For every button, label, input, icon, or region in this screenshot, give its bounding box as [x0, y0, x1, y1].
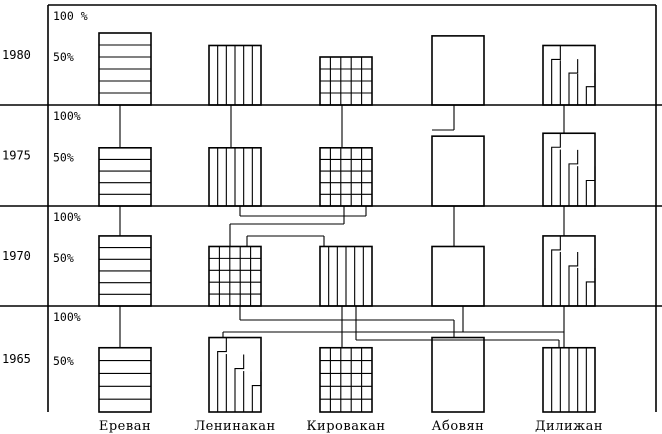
bar-hatch [551, 45, 561, 105]
top-percent-label: 100 % [53, 9, 88, 23]
bar-outline [208, 245, 262, 307]
bar-1970-Абовян [431, 245, 485, 307]
mid-percent-label: 50% [53, 251, 74, 265]
bar-1970-Ленинакан [208, 245, 262, 307]
bar-1980-Ленинакан [208, 44, 262, 106]
bar-outline [431, 35, 485, 106]
bar-hatch [585, 72, 596, 105]
bar-hatch [551, 133, 561, 206]
bar-outline [319, 346, 373, 413]
category-label: Кировакан [307, 419, 386, 434]
bar-hatch [585, 166, 596, 206]
row-year-label: 1975 [2, 149, 31, 163]
connectors [119, 105, 565, 348]
bar-hatch [217, 337, 227, 412]
bar-1975-Абовян [431, 135, 485, 207]
row-year-label: 1970 [2, 249, 31, 263]
bar-hatch [234, 354, 245, 412]
bar-1970-Ереван [98, 235, 152, 307]
bar-1980-Дилижан [542, 44, 596, 106]
bar-outline [431, 245, 485, 307]
bar-1975-Ленинакан [208, 147, 262, 207]
bar-1975-Ереван [98, 147, 152, 207]
category-label: Ленинакан [194, 419, 275, 434]
bar-1980-Абовян [431, 35, 485, 106]
bar-outline [98, 147, 152, 207]
bar-1980-Кировакан [319, 56, 373, 106]
bar-outline [431, 135, 485, 207]
top-percent-label: 100% [53, 109, 81, 123]
bar-1970-Дилижан [542, 235, 596, 307]
bar-hatch [568, 251, 579, 306]
bar-1965-Дилижан [542, 346, 596, 413]
bar-1975-Кировакан [319, 147, 373, 207]
bars [98, 32, 596, 413]
bar-1970-Кировакан [319, 245, 373, 307]
bar-1975-Дилижан [542, 132, 596, 207]
bar-1965-Абовян [431, 336, 485, 413]
bar-outline [98, 346, 152, 413]
labels: 1980 100 % 50% 1975 100% 50% 1970 100% 50% 1965 10… [2, 9, 603, 434]
mid-percent-label: 50% [53, 151, 74, 165]
category-label: Абовян [432, 419, 485, 434]
bar-hatch [568, 59, 579, 105]
category-label: Дилижан [535, 419, 603, 434]
bar-hatch [251, 371, 262, 412]
row-year-label: 1965 [2, 352, 31, 366]
bar-hatch [551, 235, 561, 306]
bar-hatch [568, 149, 579, 206]
mid-percent-label: 50% [53, 50, 74, 64]
bar-hatch [585, 267, 596, 306]
bar-1965-Ленинакан [208, 336, 262, 413]
bar-1980-Ереван [98, 32, 152, 106]
bar-outline [431, 336, 485, 413]
top-percent-label: 100% [53, 310, 81, 324]
category-label: Ереван [99, 419, 151, 434]
bar-1965-Кировакан [319, 346, 373, 413]
bar-outline [319, 147, 373, 207]
mid-percent-label: 50% [53, 354, 74, 368]
bar-1965-Ереван [98, 346, 152, 413]
top-percent-label: 100% [53, 210, 81, 224]
row-year-label: 1980 [2, 48, 31, 62]
